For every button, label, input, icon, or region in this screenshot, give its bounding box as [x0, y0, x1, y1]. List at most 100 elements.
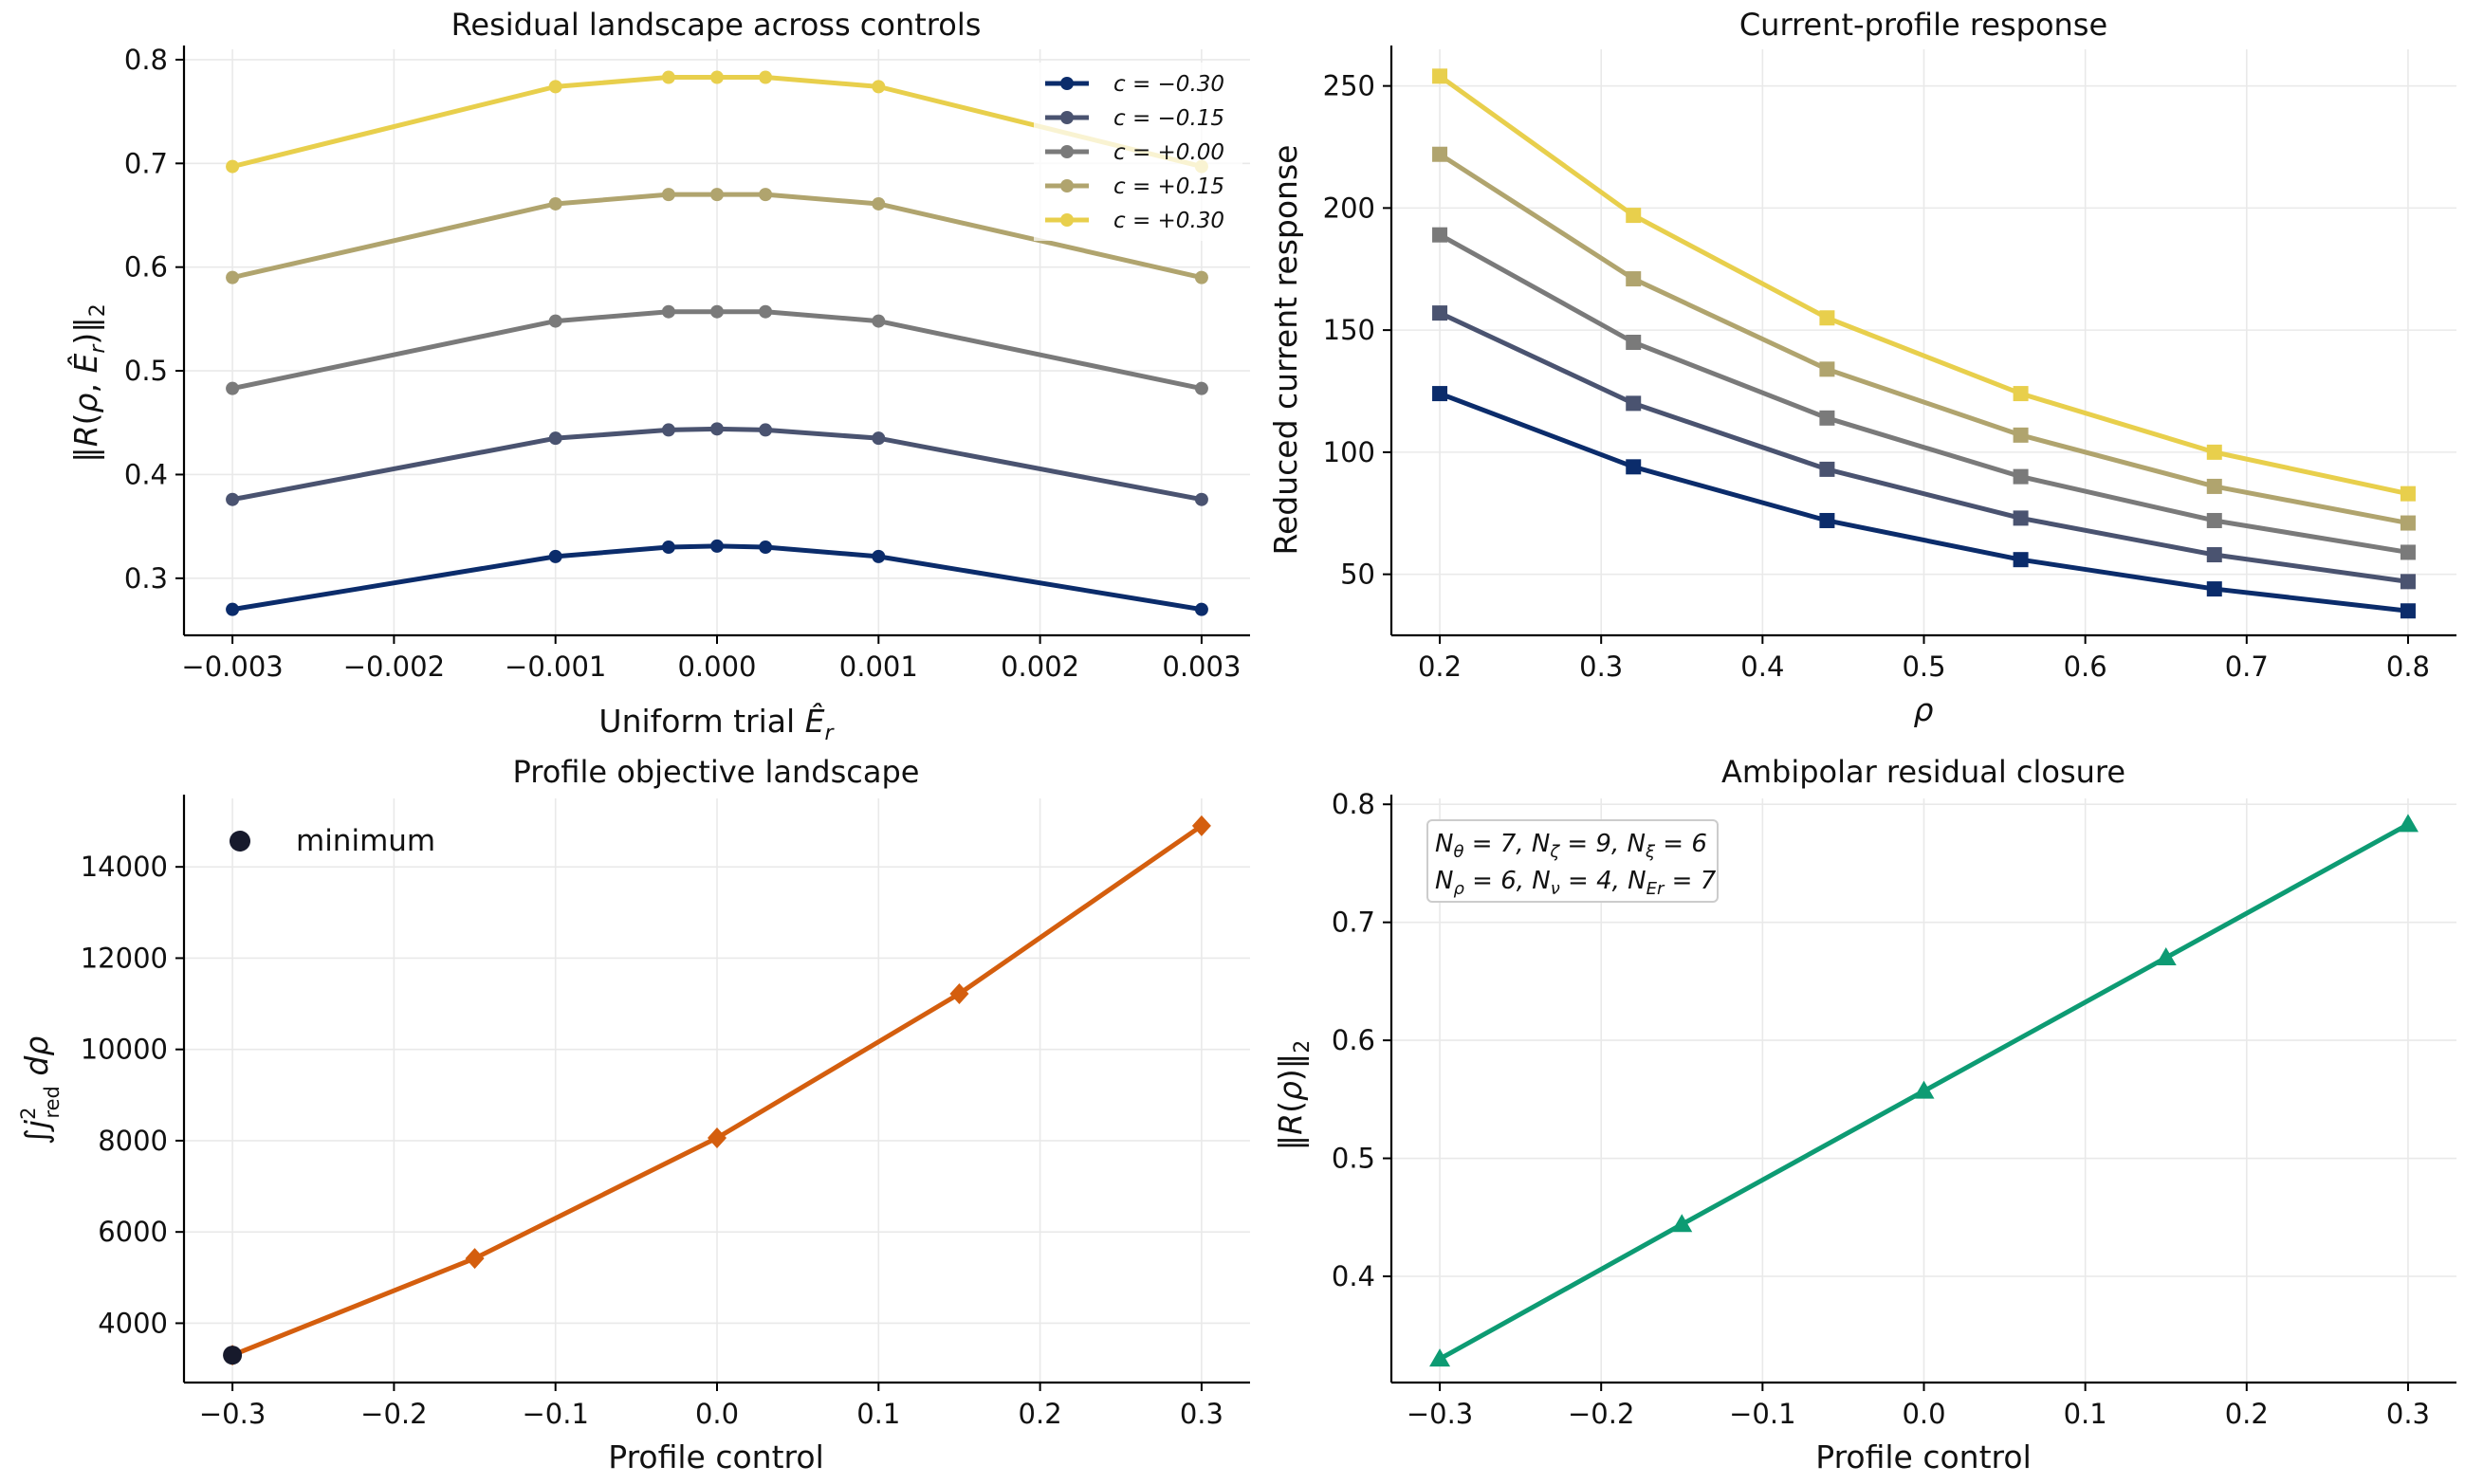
p3-title: Profile objective landscape — [513, 754, 920, 790]
p2-series-2-point-4 — [2206, 512, 2222, 528]
p3-series-0-point-2 — [708, 1127, 727, 1149]
p3-axes: −0.3 −0.2 −0.1 0.0 0.1 0.2 0.3 4000 6000 8000 1000… — [81, 795, 1250, 1430]
p2-x-tick-label-3: 0.5 — [1902, 650, 1945, 683]
p1-x-tick-label-2: −0.001 — [505, 650, 606, 683]
p2-y-tick-label-2: 150 — [1323, 314, 1375, 346]
p1-legend-label-4: c = +0.30 — [1113, 209, 1224, 233]
p2-series-4-point-0 — [1432, 68, 1448, 84]
p3-x-tick-label-6: 0.3 — [1180, 1398, 1223, 1430]
p2-y-tick-label-4: 250 — [1323, 70, 1375, 102]
p2-series-3-point-0 — [1432, 146, 1448, 162]
p4-y-tick-label-3: 0.7 — [1332, 907, 1375, 939]
p1-series-3-point-3 — [710, 188, 724, 202]
p2-ylabel: Reduced current response — [1267, 145, 1304, 556]
p1-series-2-point-5 — [872, 314, 886, 328]
p3-x-tick-label-2: −0.1 — [522, 1398, 588, 1430]
p2-series-4-point-3 — [2013, 386, 2029, 402]
p1-series-4-point-4 — [759, 70, 773, 84]
p4-x-tick-label-4: 0.1 — [2064, 1398, 2107, 1430]
p4-y-tick-label-4: 0.8 — [1332, 788, 1375, 820]
p1-legend-label-0: c = −0.30 — [1113, 72, 1224, 97]
p3-legend: minimum — [230, 824, 435, 858]
panel-profile-objective: −0.3 −0.2 −0.1 0.0 0.1 0.2 0.3 4000 6000 8000 1000… — [17, 754, 1250, 1475]
panel-current-profile: 0.2 0.3 0.4 0.5 0.6 0.7 0.8 50 100 150 200 250 Curr… — [1267, 7, 2456, 728]
p4-title: Ambipolar residual closure — [1721, 754, 2125, 790]
p2-series-3-point-3 — [2013, 427, 2029, 443]
p2-series-2-point-0 — [1432, 227, 1448, 243]
p2-series-0-point-4 — [2206, 581, 2222, 597]
p1-series-3-point-5 — [872, 196, 886, 211]
p1-series-4-point-2 — [661, 70, 675, 84]
p4-x-tick-label-0: −0.3 — [1407, 1398, 1473, 1430]
p1-legend-marker-1 — [1060, 111, 1074, 124]
p1-series-2-point-4 — [759, 304, 773, 319]
p1-series-2-point-1 — [548, 314, 562, 328]
p1-x-tick-label-5: 0.002 — [1001, 650, 1079, 683]
p2-series-3-point-1 — [1626, 271, 1642, 287]
p3-series-0-point-1 — [465, 1248, 485, 1270]
p3-x-tick-label-5: 0.2 — [1019, 1398, 1062, 1430]
p2-series-1-point-4 — [2206, 547, 2222, 563]
p2-series-4-point-1 — [1626, 208, 1642, 224]
p1-legend-marker-4 — [1060, 213, 1074, 227]
p2-series-2-point-1 — [1626, 335, 1642, 350]
p4-x-tick-label-2: −0.1 — [1729, 1398, 1795, 1430]
p2-axes: 0.2 0.3 0.4 0.5 0.6 0.7 0.8 50 100 150 200 250 — [1323, 46, 2456, 683]
p3-y-tick-label-4: 12000 — [81, 942, 168, 974]
p2-series-2-point-5 — [2400, 544, 2416, 560]
p2-x-tick-label-1: 0.3 — [1579, 650, 1623, 683]
p2-series-3-point-2 — [1819, 361, 1835, 377]
p3-y-tick-label-0: 4000 — [98, 1307, 168, 1339]
p4-axes: −0.3 −0.2 −0.1 0.0 0.1 0.2 0.3 0.4 0.5 0.6 0.7 0.8 — [1332, 788, 2456, 1430]
p4-series-0-point-4 — [2397, 814, 2419, 833]
p2-series-0-point-1 — [1626, 459, 1642, 475]
p1-series-1-point-5 — [872, 431, 886, 446]
p3-legend-minimum-label: minimum — [296, 824, 435, 858]
p4-series-0-point-2 — [1913, 1080, 1935, 1099]
p1-x-tick-label-0: −0.003 — [181, 650, 283, 683]
p4-y-tick-label-0: 0.4 — [1332, 1260, 1375, 1292]
p1-series-3-point-6 — [1194, 270, 1208, 284]
p3-y-tick-label-5: 14000 — [81, 851, 168, 883]
p1-title: Residual landscape across controls — [451, 7, 982, 43]
p1-series-0-point-4 — [759, 540, 773, 555]
p1-y-tick-label-0: 0.3 — [124, 562, 168, 595]
p2-x-tick-label-5: 0.7 — [2225, 650, 2269, 683]
p1-legend: c = −0.30 c = −0.15 c = +0.00 c = +0.15 c = … — [1034, 63, 1242, 241]
p1-series-3-point-4 — [759, 188, 773, 202]
p4-y-tick-label-1: 0.5 — [1332, 1143, 1375, 1175]
p2-series-4-point-4 — [2206, 444, 2222, 460]
p3-y-tick-label-2: 8000 — [98, 1125, 168, 1157]
p3-legend-minimum-marker — [230, 831, 250, 852]
p2-series-4-point-2 — [1819, 310, 1835, 326]
p1-series-1-point-3 — [710, 422, 724, 436]
p1-series-1-point-2 — [661, 423, 675, 437]
p4-annotation-line-1: Nθ = 7, Nζ = 9, Nξ = 6 — [1435, 830, 1707, 862]
p2-x-tick-label-4: 0.6 — [2064, 650, 2107, 683]
p2-x-tick-label-6: 0.8 — [2386, 650, 2430, 683]
p1-series-4-point-0 — [226, 159, 240, 174]
p2-series-2-line — [1438, 232, 2409, 555]
p1-series-2-point-0 — [226, 381, 240, 395]
p4-series-0-point-0 — [1429, 1348, 1451, 1367]
p2-series-1-point-2 — [1819, 461, 1835, 477]
p1-y-tick-label-3: 0.6 — [124, 251, 168, 284]
p1-series — [226, 70, 1208, 616]
p1-axes: −0.003 −0.002 −0.001 0.000 0.001 0.002 0.003 0.… — [124, 44, 1250, 683]
p3-x-tick-label-4: 0.1 — [856, 1398, 900, 1430]
p2-y-tick-label-0: 50 — [1340, 559, 1375, 591]
p2-x-tick-label-2: 0.4 — [1740, 650, 1784, 683]
p1-y-tick-label-5: 0.8 — [124, 44, 168, 76]
p2-series-0-line — [1439, 391, 2409, 614]
p1-series-4-point-3 — [710, 70, 724, 84]
p2-title: Current-profile response — [1739, 7, 2107, 43]
p4-series — [1429, 814, 2419, 1367]
p4-y-tick-label-2: 0.6 — [1332, 1024, 1375, 1056]
p4-annotation-line-2: Nρ = 6, Nν = 4, NEr = 7 — [1435, 867, 1717, 899]
p2-y-tick-label-1: 100 — [1323, 436, 1375, 468]
p4-series-0-point-1 — [1671, 1214, 1693, 1233]
p1-series-4-point-5 — [872, 80, 886, 94]
p4-annotation: Nθ = 7, Nζ = 9, Nξ = 6 Nρ = 6, Nν = 4, N… — [1426, 819, 1719, 903]
p1-x-tick-label-1: −0.002 — [343, 650, 445, 683]
